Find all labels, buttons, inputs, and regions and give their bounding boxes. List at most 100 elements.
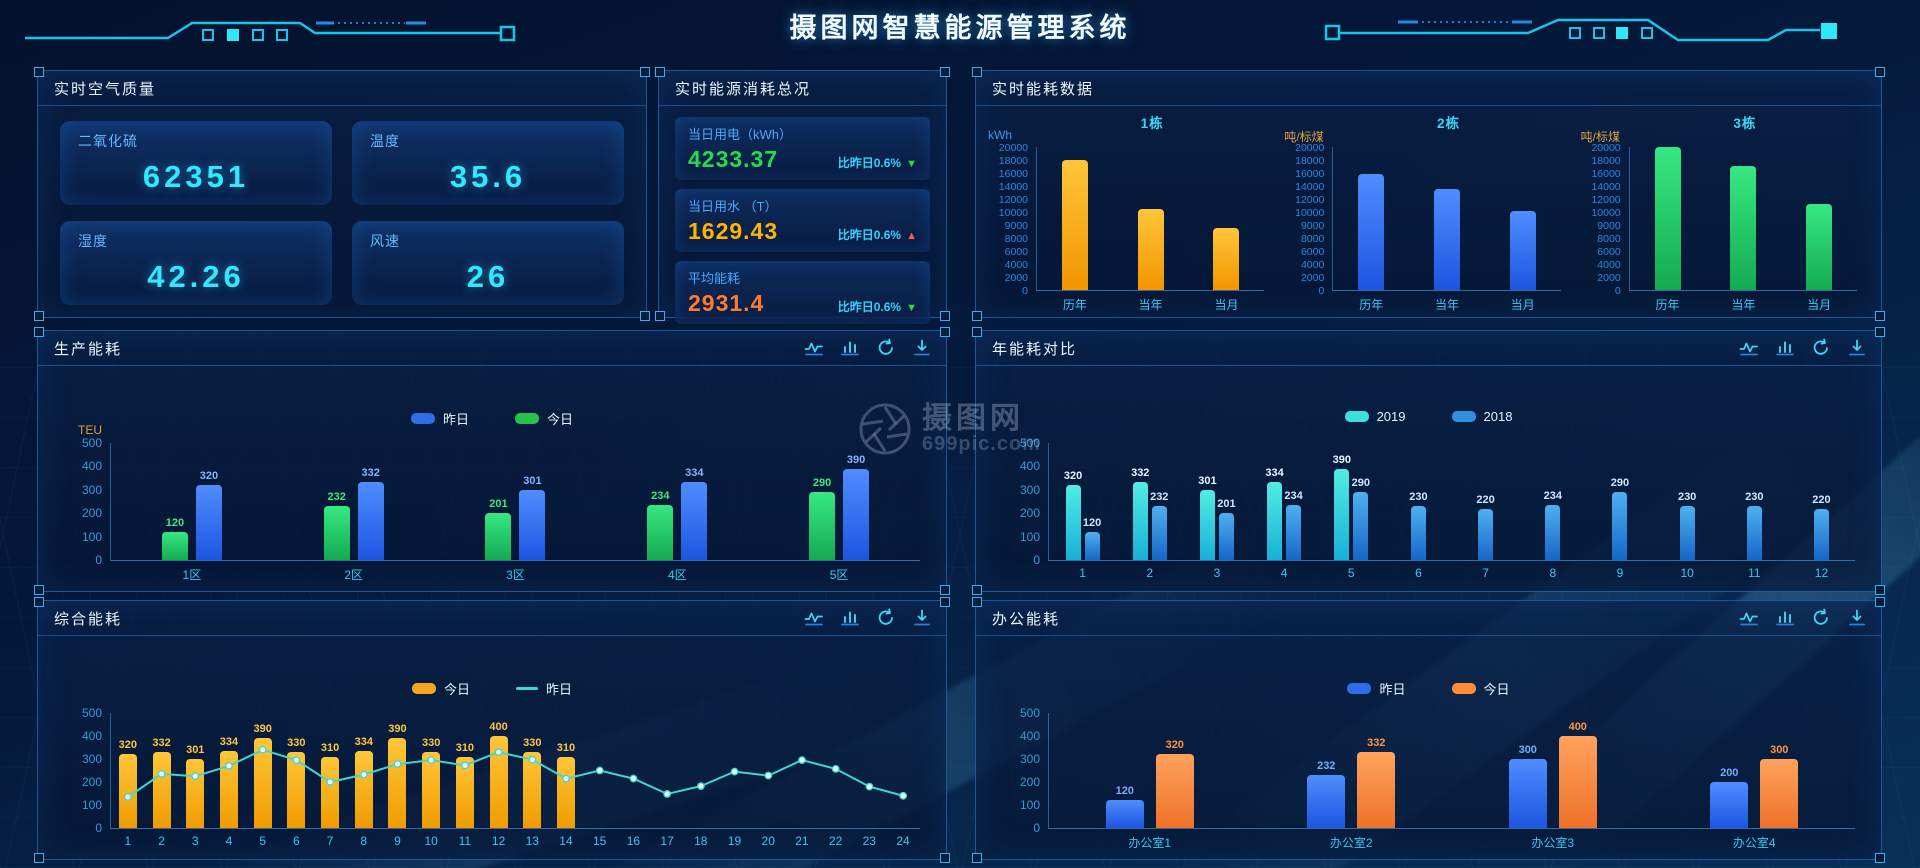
chart-bar: 400 (489, 721, 508, 828)
x-axis-label: 办公室1 (1128, 836, 1172, 850)
trend-line-icon[interactable] (804, 608, 824, 628)
legend-item[interactable]: 昨日 (1347, 679, 1406, 698)
bar-value-label: 290 (1351, 477, 1370, 489)
bar-value-label: 234 (651, 490, 670, 502)
axis-tick: 2000 (1597, 272, 1621, 284)
x-axis-label: 12 (1814, 566, 1829, 580)
axis-tick: 8000 (1597, 233, 1621, 245)
x-axis-label: 当年 (1138, 298, 1163, 312)
bar-value-label: 390 (388, 723, 407, 735)
x-axis-label: 2 (1146, 566, 1154, 580)
bar-chart-icon[interactable] (840, 338, 860, 358)
bar-chart-icon[interactable] (840, 608, 860, 628)
refresh-icon[interactable] (1811, 608, 1831, 628)
page-header: 摄图网智慧能源管理系统 (0, 0, 1920, 46)
corner-marker (940, 327, 950, 337)
legend-item[interactable]: 2019 (1344, 409, 1406, 424)
panel-office-energy: 办公能耗 昨日 今日 0 100 200 300 400 500 120 320 办公室1 232 33… (972, 597, 1885, 863)
legend-item[interactable]: 昨日 (410, 409, 469, 428)
axis-tick: 18000 (998, 155, 1028, 167)
axis-tick: 300 (81, 482, 102, 497)
chart-bar: 334 (355, 736, 373, 828)
trend-down-icon: ▼ (906, 158, 917, 170)
chart-slot: 301 3 (178, 713, 212, 848)
chart-slot: 200 300 办公室4 (1654, 713, 1856, 850)
trend-line-icon[interactable] (1739, 338, 1759, 358)
corner-marker (1875, 327, 1885, 337)
legend-label: 昨日 (442, 412, 469, 427)
download-icon[interactable] (1847, 608, 1867, 628)
chart-slot: 16 (617, 713, 651, 848)
x-axis-label: 5 (1347, 566, 1355, 580)
bar-value-label: 332 (152, 737, 171, 749)
x-axis-label: 9 (394, 834, 401, 848)
axis-tick: 0 (95, 553, 102, 567)
panel-energy-summary-header: 实时能源消耗总况 (659, 71, 946, 106)
axis-tick: 18000 (1591, 155, 1621, 167)
x-axis-label: 13 (525, 834, 539, 848)
x-axis-label: 3区 (506, 568, 525, 582)
axis-tick: 500 (81, 706, 102, 720)
bar-value-label: 220 (1812, 494, 1831, 506)
download-icon[interactable] (912, 338, 932, 358)
legend-chip (410, 413, 435, 424)
chart-bar: 301 (186, 744, 204, 828)
x-axis-label: 7 (1482, 566, 1489, 580)
bar-value-label: 400 (1568, 721, 1587, 733)
panel-air-quality: 实时空气质量 二氧化硫 62351 温度 35.6 湿度 42.26 风速 26 (34, 67, 650, 321)
chart-bar: 300 (1760, 744, 1799, 828)
legend-item[interactable]: 今日 (411, 679, 470, 698)
legend-line-marker (516, 687, 538, 690)
bar-value-label: 310 (556, 742, 576, 754)
panel-title: 实时能耗数据 (992, 80, 1095, 98)
refresh-icon[interactable] (1811, 338, 1831, 358)
corner-marker (1875, 597, 1885, 607)
axis-tick: 12000 (998, 194, 1028, 206)
bar-value-label: 220 (1476, 494, 1495, 506)
summary-card-water: 当日用水 （T） 1629.43 比昨日0.6% ▲ (675, 189, 930, 252)
chart-slot: 334 4 (212, 713, 246, 848)
legend-item[interactable]: 昨日 (516, 679, 572, 698)
trend-line-icon[interactable] (1739, 608, 1759, 628)
bar-value-label: 234 (1543, 490, 1562, 502)
x-axis-label: 当月 (1510, 298, 1535, 312)
x-axis-label: 20 (761, 834, 775, 848)
panel-comprehensive-energy: 综合能耗 今日 昨日 0 100 200 300 400 500 320 1 332 2 301 3 334… (34, 597, 950, 863)
x-axis-label: 历年 (1359, 298, 1384, 312)
legend-item[interactable]: 今日 (1451, 679, 1510, 698)
bar-chart-icon[interactable] (1775, 608, 1795, 628)
air-card-value: 62351 (142, 159, 250, 194)
x-axis-label: 15 (593, 834, 607, 848)
legend-item[interactable]: 2018 (1451, 409, 1512, 424)
axis-tick: 400 (81, 459, 102, 474)
corner-marker (34, 327, 44, 337)
bar-value-label: 290 (812, 477, 832, 489)
axis-tick: 6000 (1004, 246, 1028, 258)
page-title: 摄图网智慧能源管理系统 (789, 13, 1131, 43)
refresh-icon[interactable] (876, 338, 896, 358)
corner-marker (1875, 853, 1885, 863)
summary-compare: 比昨日0.6% ▼ (837, 300, 917, 314)
axis-tick: 10000 (998, 207, 1028, 219)
summary-value: 4233.37 (688, 146, 779, 172)
chart-slot: 330 10 (414, 713, 448, 848)
x-axis-label: 当月 (1807, 298, 1832, 312)
legend-item[interactable]: 今日 (515, 409, 573, 428)
axis-tick: 0 (95, 821, 102, 835)
summary-value: 2931.4 (688, 290, 765, 316)
chart-slot: 230 6 (1385, 443, 1452, 580)
chart-bar: 120 (1105, 785, 1144, 828)
bar-value-label: 330 (421, 737, 441, 749)
chart-legend: 2019 2018 (976, 409, 1881, 424)
download-icon[interactable] (912, 608, 932, 628)
corner-marker (34, 311, 44, 321)
trend-line-icon[interactable] (804, 338, 824, 358)
download-icon[interactable] (1847, 338, 1867, 358)
bar-value-label: 230 (1745, 491, 1764, 503)
corner-marker (972, 311, 982, 321)
chart-yearly: 2019 2018 0 100 200 300 400 500 320 120 1 332 232 2 30… (976, 399, 1881, 591)
chart-bar: 201 (1217, 498, 1236, 560)
refresh-icon[interactable] (876, 608, 896, 628)
bar-chart-icon[interactable] (1775, 338, 1795, 358)
x-axis-label: 22 (828, 834, 843, 848)
